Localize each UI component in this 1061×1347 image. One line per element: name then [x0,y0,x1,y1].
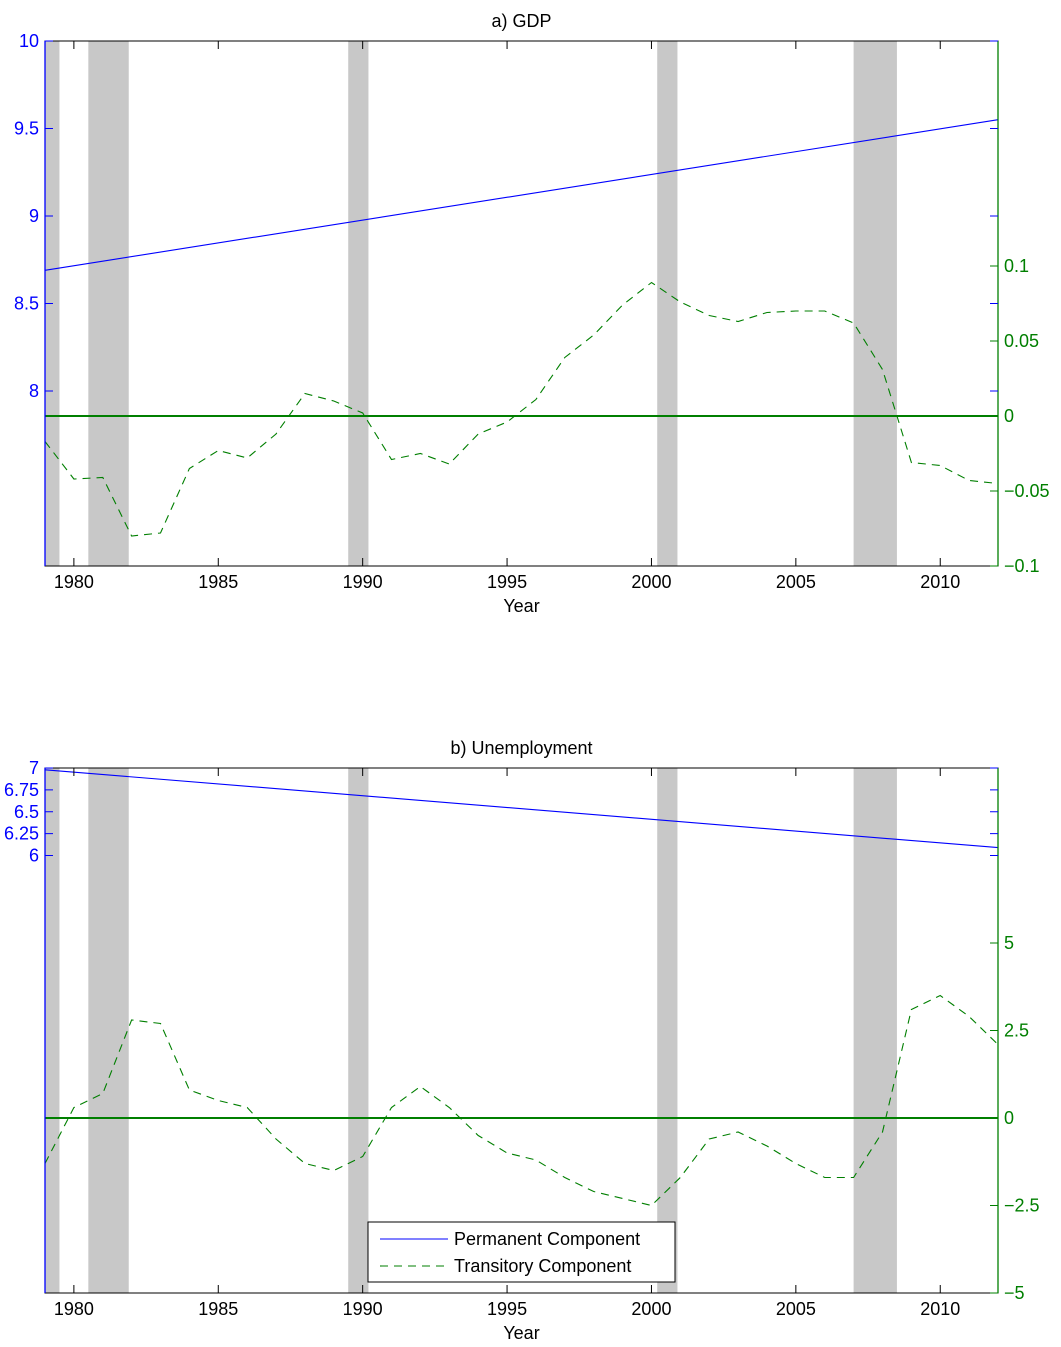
legend: Permanent Component Transitory Component [367,1221,676,1283]
gdp-permanent-series [44,119,999,271]
legend-permanent-label: Permanent Component [454,1229,640,1249]
unemployment-recession-band [88,768,129,1293]
unemployment-left-tick-label: 6 [29,846,39,866]
gdp-x-tick-label: 2000 [631,572,671,592]
gdp-x-tick-label: 1985 [198,572,238,592]
legend-transitory-label: Transitory Component [454,1256,631,1276]
unemployment-recession-band [45,768,60,1293]
unemployment-x-tick-label: 1980 [54,1299,94,1319]
gdp-transitory-series [44,281,999,537]
unemployment-permanent-series [44,769,999,849]
gdp-x-tick-label: 1990 [343,572,383,592]
gdp-recession-band [853,41,897,566]
unemployment-x-tick-label: 1995 [487,1299,527,1319]
unemployment-recession-band [657,768,678,1293]
gdp-x-tick-label: 1995 [487,572,527,592]
gdp-recession-band [657,41,678,566]
gdp-x-tick-label: 2005 [776,572,816,592]
unemployment-x-tick-label: 2000 [631,1299,671,1319]
gdp-left-tick-label: 8.5 [14,294,39,314]
gdp-right-tick-label: 0.1 [1004,256,1029,276]
gdp-panel: 1980 1985 1990 1995 2000 2005 2010 8 8.5 9 9.5 10 −0… [14,11,1050,616]
unemployment-chart-title: b) Unemployment [450,738,592,758]
gdp-right-tick-label: 0 [1004,406,1014,426]
unemployment-right-tick-label: 0 [1004,1108,1014,1128]
unemployment-left-tick-label: 6.5 [14,802,39,822]
unemployment-left-tick-label: 6.75 [4,780,39,800]
unemployment-panel: 1980 1985 1990 1995 2000 2005 2010 66.256.56.75… [4,738,1040,1343]
unemployment-left-tick-label: 7 [29,758,39,778]
gdp-left-tick-label: 9 [29,206,39,226]
unemployment-x-tick-label: 1985 [198,1299,238,1319]
gdp-x-axis-label: Year [503,596,539,616]
gdp-right-tick-label: −0.05 [1004,481,1050,501]
unemployment-left-tick-label: 6.25 [4,824,39,844]
unemployment-x-tick-label: 2005 [776,1299,816,1319]
gdp-chart-title: a) GDP [491,11,551,31]
gdp-left-tick-label: 8 [29,381,39,401]
legend-box [367,1221,676,1283]
unemployment-x-axis-label: Year [503,1323,539,1343]
gdp-left-tick-label: 10 [19,31,39,51]
unemployment-right-tick-label: −5 [1004,1283,1025,1303]
unemployment-right-tick-label: −2.5 [1004,1196,1040,1216]
unemployment-transitory-series [44,994,999,1207]
gdp-recession-band [348,41,369,566]
gdp-x-tick-label: 1980 [54,572,94,592]
gdp-right-tick-label: −0.1 [1004,556,1040,576]
unemployment-right-tick-label: 2.5 [1004,1021,1029,1041]
unemployment-x-tick-label: 2010 [920,1299,960,1319]
gdp-right-tick-label: 0.05 [1004,331,1039,351]
unemployment-recession-band [348,768,369,1293]
unemployment-x-tick-label: 1990 [343,1299,383,1319]
unemployment-right-tick-label: 5 [1004,933,1014,953]
gdp-recession-band [88,41,129,566]
gdp-x-tick-label: 2010 [920,572,960,592]
gdp-left-tick-label: 9.5 [14,119,39,139]
unemployment-recession-band [853,768,897,1293]
